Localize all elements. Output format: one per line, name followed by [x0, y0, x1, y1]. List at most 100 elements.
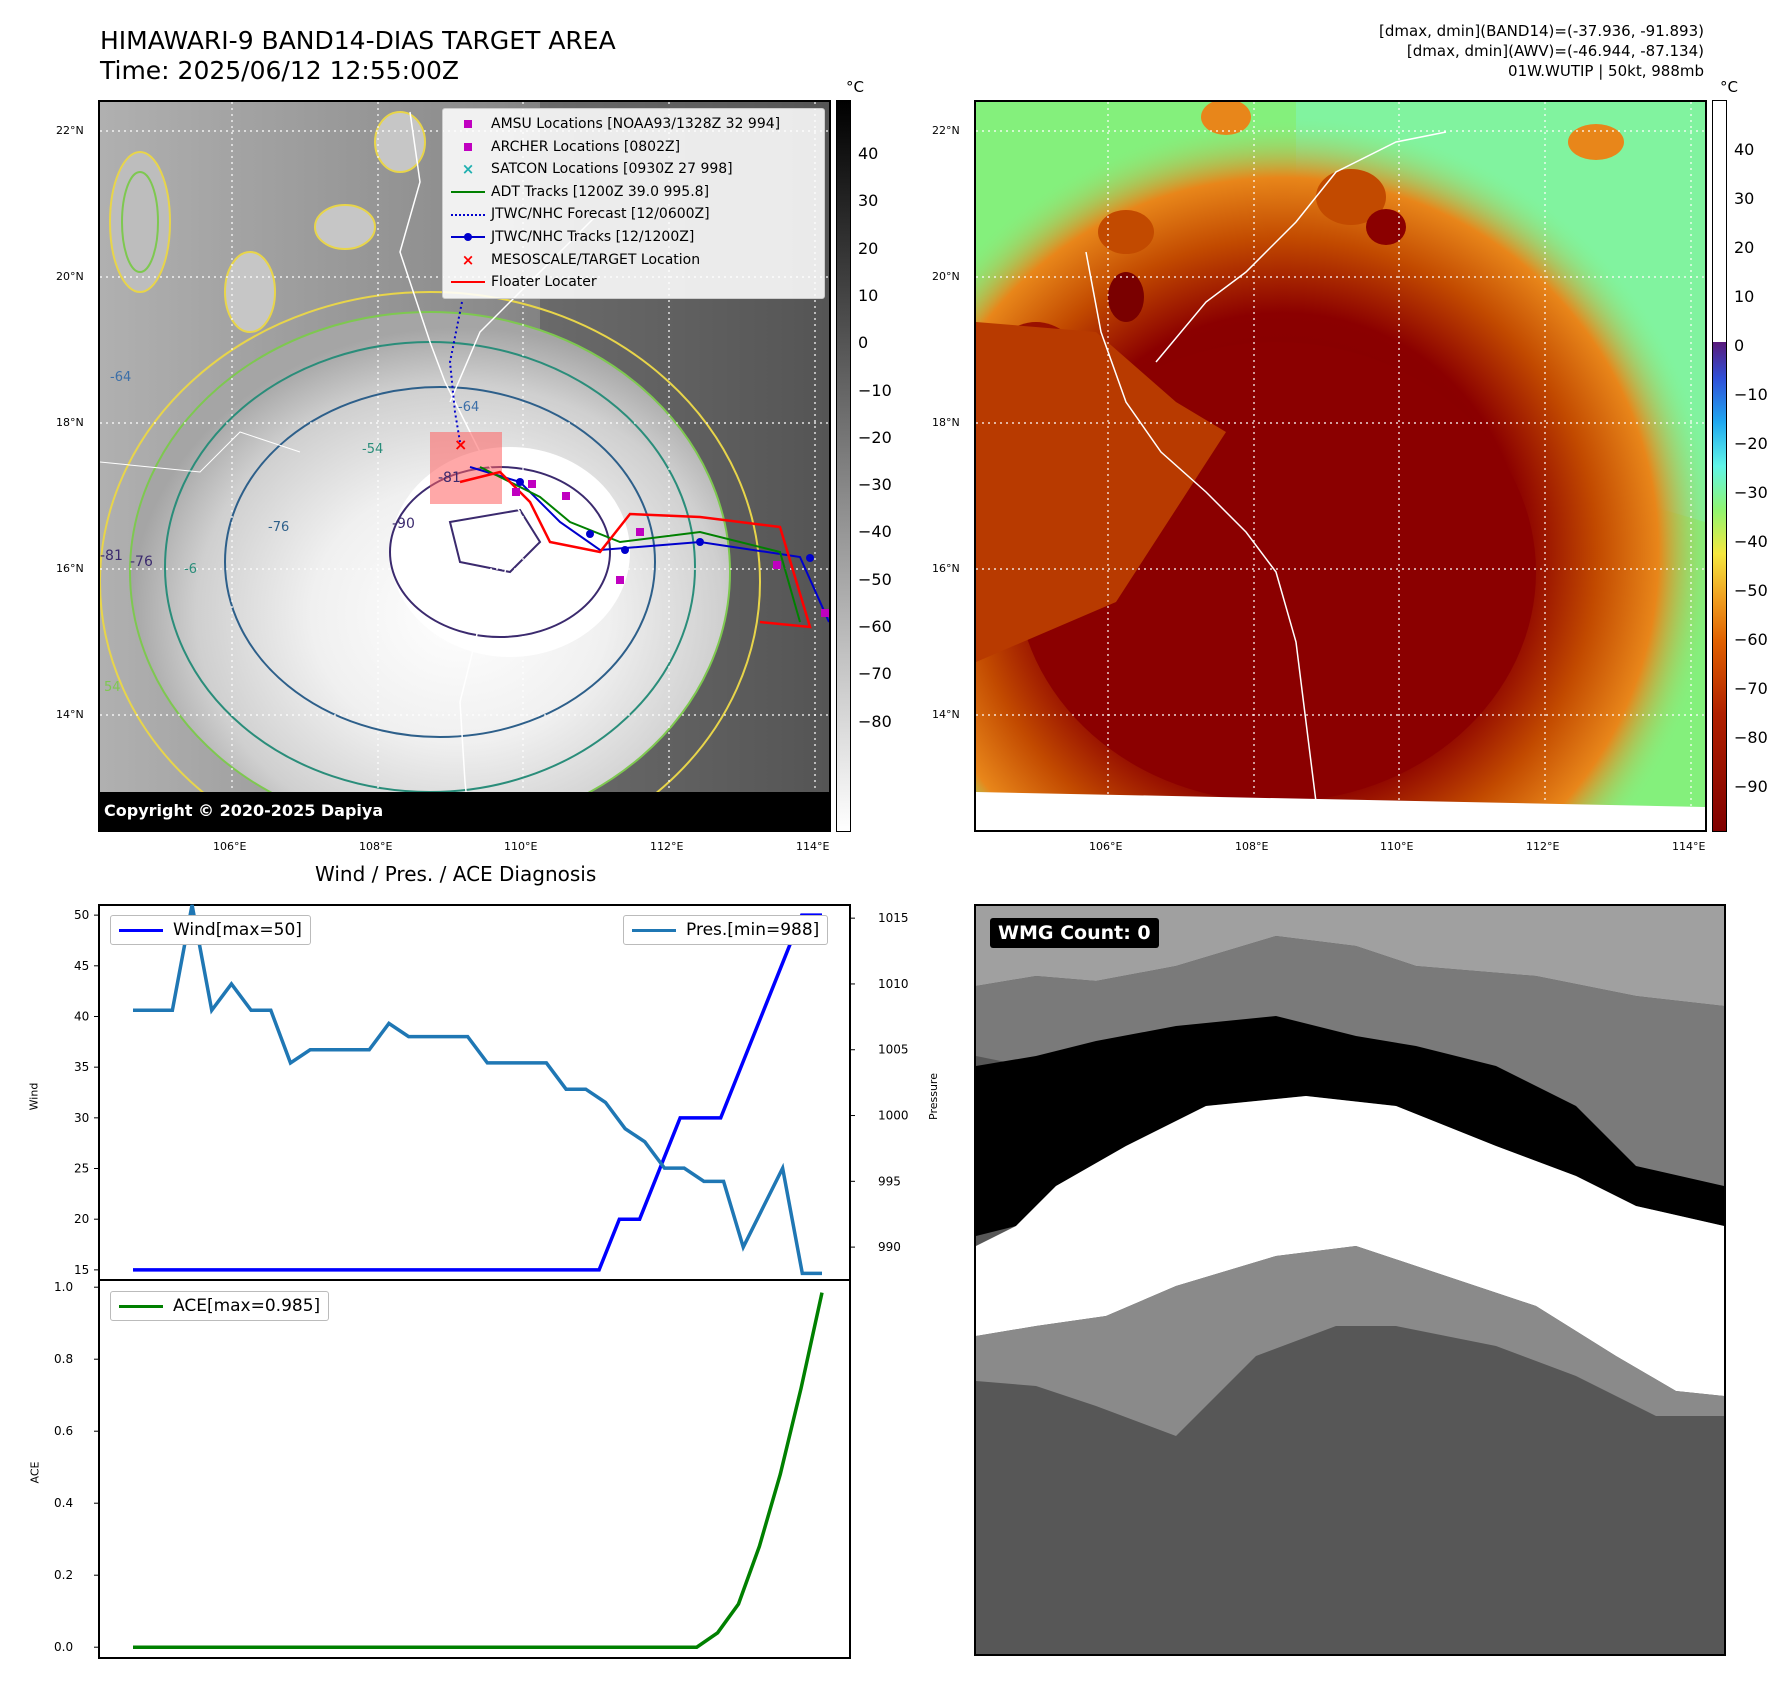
colorbar-tick: −40: [858, 522, 892, 542]
colorbar-tick: −70: [1734, 679, 1768, 698]
pressure-tick-label: 995: [878, 1174, 901, 1188]
contour-label: -64: [458, 400, 480, 415]
image-time: Time: 2025/06/12 12:55:00Z: [100, 56, 459, 85]
contour-label: -54: [362, 442, 384, 457]
lat-tick: 20°N: [932, 270, 960, 283]
ace-tick-label: 0.2: [54, 1568, 73, 1582]
legend-label: MESOSCALE/TARGET Location: [491, 251, 701, 268]
contour-label: -90: [392, 516, 415, 532]
legend-label: ADT Tracks [1200Z 39.0 995.8]: [491, 183, 710, 200]
legend-item-tracks: JTWC/NHC Tracks [12/1200Z]: [449, 226, 816, 249]
lon-tick: 112°E: [1526, 840, 1560, 853]
legend-item-forecast: JTWC/NHC Forecast [12/0600Z]: [449, 203, 816, 226]
svg-text:×: ×: [454, 435, 467, 454]
pressure-legend-label: Pres.[min=988]: [686, 920, 820, 940]
colorbar-tick: 10: [1734, 287, 1755, 306]
colorbar-tick: −90: [1734, 777, 1768, 796]
ace-legend-label: ACE[max=0.985]: [173, 1296, 321, 1316]
legend-label: Floater Locater: [491, 274, 597, 291]
ace-tick-label: 0.6: [54, 1424, 73, 1438]
ace-tick-label: 0.0: [54, 1640, 73, 1654]
colorbar-tick: −50: [1734, 581, 1768, 600]
legend-item-archer: ARCHER Locations [0802Z]: [449, 136, 816, 159]
wmg-count-badge: WMG Count: 0: [990, 918, 1159, 948]
legend-item-target: × MESOSCALE/TARGET Location: [449, 249, 816, 272]
wind-axis-label: Wind: [27, 1082, 41, 1111]
dmax-awv: [dmax, dmin](AWV)=(-46.944, -87.134): [1406, 42, 1704, 60]
legend-item-floater: Floater Locater: [449, 271, 816, 294]
legend-label: JTWC/NHC Tracks [12/1200Z]: [491, 228, 695, 245]
colorbar-tick: 20: [858, 238, 879, 258]
pressure-tick-label: 1015: [878, 911, 909, 925]
lon-tick: 108°E: [1235, 840, 1269, 853]
pressure-tick-label: 1000: [878, 1109, 909, 1123]
contour-label: -76: [268, 520, 290, 535]
colorbar-tick: 40: [1734, 140, 1755, 159]
wind-tick-label: 30: [74, 1111, 89, 1125]
diagnosis-chart: 15 20 25 30 35 40 45 50 990 995 1000 1005 1010 1015 0.…: [54, 904, 909, 1659]
lon-tick: 106°E: [1089, 840, 1123, 853]
ace-tick-label: 0.8: [54, 1352, 73, 1366]
lon-tick: 110°E: [504, 840, 538, 853]
lat-tick: 14°N: [56, 708, 84, 721]
colorbar-tick: 10: [858, 285, 879, 305]
colorbar-tick: 30: [1734, 189, 1755, 208]
ace-series-line: [133, 1292, 824, 1649]
colorbar-tick: −20: [1734, 434, 1768, 453]
colorbar-unit: °C: [1720, 78, 1738, 96]
colorbar-tick: −60: [1734, 630, 1768, 649]
ace-tick-label: 0.4: [54, 1496, 73, 1510]
legend-label: AMSU Locations [NOAA93/1328Z 32 994]: [491, 116, 781, 132]
wind-tick-label: 15: [74, 1263, 89, 1277]
awv-colorbar: [1712, 100, 1727, 832]
pressure-axis-label: Pressure: [926, 1073, 940, 1120]
awv-map: [974, 100, 1707, 832]
legend-label: ARCHER Locations [0802Z]: [491, 138, 681, 155]
copyright-banner: Copyright © 2020-2025 Dapiya: [100, 792, 829, 830]
dmax-band14: [dmax, dmin](BAND14)=(-37.936, -91.893): [1379, 22, 1704, 40]
wind-tick-label: 20: [74, 1212, 89, 1226]
legend-label: SATCON Locations [0930Z 27 998]: [491, 161, 733, 178]
contour-label: -6: [184, 562, 197, 577]
lat-tick: 14°N: [932, 708, 960, 721]
colorbar-tick: −30: [1734, 483, 1768, 502]
band14-map: × -64 -64 -54 -81 -90 -76 -81 -76 -6 54 …: [98, 100, 831, 832]
colorbar-tick: −80: [1734, 728, 1768, 747]
contour-label: -64: [110, 370, 132, 385]
contour-label: 54: [104, 680, 121, 695]
colorbar-tick: −40: [1734, 532, 1768, 551]
wind-tick-label: 25: [74, 1162, 89, 1176]
colorbar-tick: 20: [1734, 238, 1755, 257]
lon-tick: 110°E: [1380, 840, 1414, 853]
lat-tick: 18°N: [56, 416, 84, 429]
contour-label: -81: [438, 470, 461, 486]
mesoscale-target-box: [430, 432, 502, 504]
wind-tick-label: 40: [74, 1009, 89, 1023]
colorbar-tick: 40: [858, 144, 879, 163]
lon-tick: 106°E: [213, 840, 247, 853]
colorbar-tick: −10: [1734, 385, 1768, 404]
wind-legend: Wind[max=50]: [110, 915, 311, 945]
diagnosis-title: Wind / Pres. / ACE Diagnosis: [315, 862, 597, 886]
pressure-legend: Pres.[min=988]: [623, 915, 829, 945]
wind-tick-label: 50: [74, 908, 89, 922]
lat-tick: 22°N: [56, 124, 84, 137]
colorbar-tick: −70: [858, 664, 892, 684]
pressure-tick-label: 1010: [878, 977, 909, 991]
wind-series-line: [133, 913, 822, 1272]
ace-tick-label: 1.0: [54, 1280, 73, 1294]
legend-item-amsu: AMSU Locations [NOAA93/1328Z 32 994]: [449, 113, 816, 136]
wmg-panel: WMG Count: 0: [974, 904, 1726, 1656]
ace-legend: ACE[max=0.985]: [110, 1291, 330, 1321]
awv-map-image: [976, 102, 1705, 830]
colorbar-tick: −10: [858, 380, 892, 400]
lon-tick: 114°E: [796, 840, 830, 853]
colorbar-tick: 0: [1734, 336, 1745, 355]
lat-tick: 16°N: [56, 562, 84, 575]
legend-item-adt: ADT Tracks [1200Z 39.0 995.8]: [449, 181, 816, 204]
wind-tick-label: 35: [74, 1060, 89, 1074]
colorbar-tick: −20: [858, 427, 892, 447]
lat-tick: 20°N: [56, 270, 84, 283]
colorbar-tick: −60: [858, 617, 892, 636]
band14-colorbar: [836, 100, 851, 832]
